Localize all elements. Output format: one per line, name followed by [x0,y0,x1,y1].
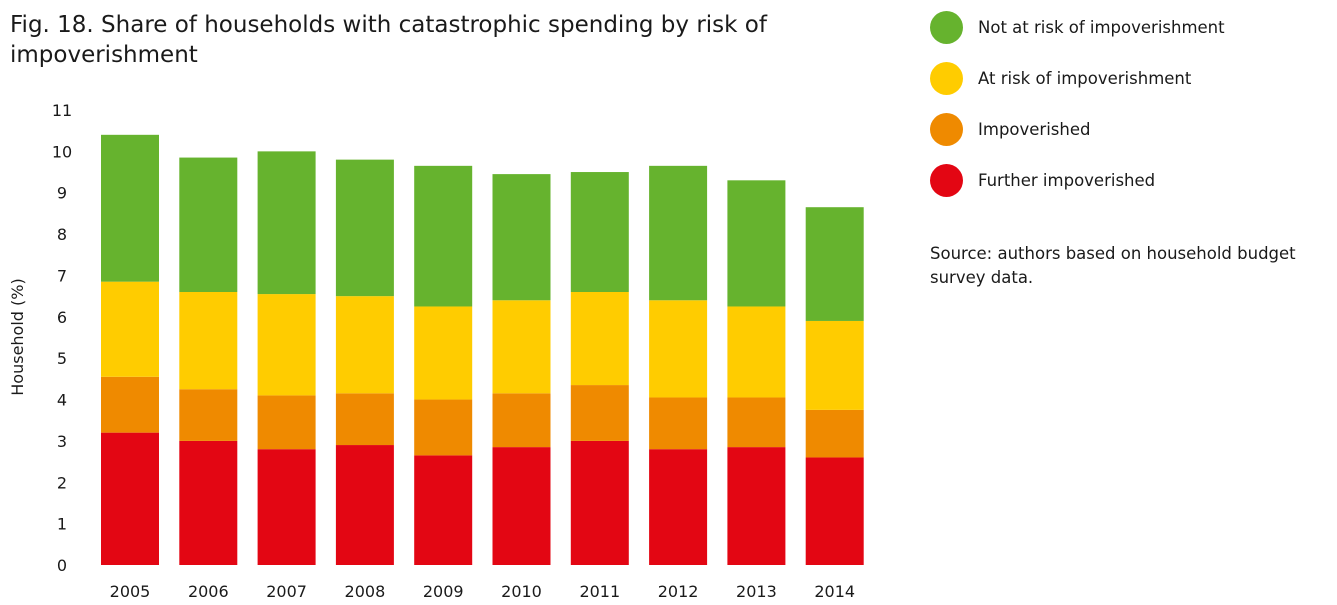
bar-segment-impoverished [570,385,629,441]
legend-label: At risk of impoverishment [978,69,1192,88]
y-tick-label: 11 [52,101,72,120]
bar-segment-at-risk-of-impoverishment [805,320,864,410]
bar-segment-at-risk-of-impoverishment [727,306,786,398]
bar-segment-impoverished [414,399,473,456]
legend-item: At risk of impoverishment [930,53,1225,104]
x-tick-label: 2005 [110,582,151,601]
bar-segment-impoverished [649,397,708,450]
chart-legend: Not at risk of impoverishment At risk of … [930,2,1225,206]
x-tick-label: 2007 [266,582,307,601]
bar-segment-further-impoverished [570,440,629,565]
x-tick-label: 2011 [579,582,620,601]
bar-segment-further-impoverished [649,449,708,565]
bar-segment-at-risk-of-impoverishment [570,292,629,386]
x-tick-label: 2014 [814,582,855,601]
y-tick-label: 7 [57,266,67,285]
bar-segment-further-impoverished [257,449,316,565]
x-tick-label: 2010 [501,582,542,601]
y-tick-label: 5 [57,349,67,368]
legend-swatch-icon [930,113,963,146]
y-tick-label: 10 [52,142,72,161]
y-tick-label: 2 [57,473,67,492]
bar-segment-further-impoverished [414,455,473,565]
bar-segment-not-at-risk-of-impoverishment [257,151,316,295]
bar-segment-not-at-risk-of-impoverishment [727,180,786,307]
legend-item: Further impoverished [930,155,1225,206]
y-tick-label: 6 [57,308,67,327]
bar-segment-impoverished [101,376,159,433]
x-tick-label: 2008 [345,582,386,601]
y-axis-ticks: 0 1 2 3 4 5 6 7 8 9 10 11 [52,101,72,575]
legend-swatch-icon [930,62,963,95]
y-tick-label: 4 [57,391,67,410]
bar-segment-further-impoverished [179,440,238,565]
y-tick-label: 3 [57,432,67,451]
x-axis-ticks: 2005 2006 2007 2008 2009 2010 2011 2012 2013 2014 [110,582,855,601]
y-axis-label: Household (%) [8,278,27,395]
bar-segment-impoverished [335,393,394,446]
bar-segment-not-at-risk-of-impoverishment [805,207,864,321]
bar-segment-further-impoverished [101,432,159,565]
legend-swatch-icon [930,11,963,44]
x-tick-label: 2012 [658,582,699,601]
bar-segment-not-at-risk-of-impoverishment [649,165,708,301]
x-tick-label: 2009 [423,582,464,601]
legend-item: Impoverished [930,104,1225,155]
bar-segment-not-at-risk-of-impoverishment [570,172,629,292]
bar-segment-at-risk-of-impoverishment [257,294,316,396]
source-note: Source: authors based on household budge… [930,244,1296,287]
x-tick-label: 2006 [188,582,229,601]
bar-segment-at-risk-of-impoverishment [101,281,159,377]
bar-segment-not-at-risk-of-impoverishment [101,134,159,282]
y-tick-label: 9 [57,184,67,203]
x-tick-label: 2013 [736,582,777,601]
legend-label: Not at risk of impoverishment [978,18,1225,37]
bar-segment-further-impoverished [805,457,864,565]
bar-segment-not-at-risk-of-impoverishment [335,159,394,297]
legend-label: Further impoverished [978,171,1156,190]
chart-title: Fig. 18. Share of households with catast… [10,12,767,68]
bar-segment-impoverished [805,409,864,458]
y-tick-label: 0 [57,556,67,575]
bar-segment-further-impoverished [727,447,786,565]
legend-swatch-icon [930,164,963,197]
bar-segment-further-impoverished [492,447,551,565]
bar-segment-at-risk-of-impoverishment [492,300,551,394]
bar-segment-at-risk-of-impoverishment [179,292,238,390]
bar-segment-at-risk-of-impoverishment [335,296,394,394]
bar-segment-impoverished [179,389,238,441]
bar-segment-impoverished [492,393,551,448]
legend-item: Not at risk of impoverishment [930,2,1225,53]
bars-group [101,134,864,565]
bar-segment-at-risk-of-impoverishment [414,306,473,400]
bar-segment-not-at-risk-of-impoverishment [414,165,473,307]
bar-segment-not-at-risk-of-impoverishment [179,157,238,292]
bar-segment-at-risk-of-impoverishment [649,300,708,398]
bar-segment-impoverished [727,397,786,448]
y-tick-label: 1 [57,515,67,534]
bar-segment-impoverished [257,395,316,450]
bar-segment-not-at-risk-of-impoverishment [492,174,551,301]
bar-segment-further-impoverished [335,445,394,565]
y-tick-label: 8 [57,225,67,244]
legend-label: Impoverished [978,120,1091,139]
